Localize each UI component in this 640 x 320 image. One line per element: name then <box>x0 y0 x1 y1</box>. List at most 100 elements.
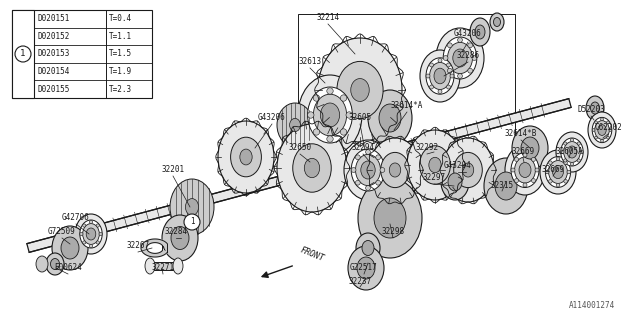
Ellipse shape <box>304 158 320 178</box>
Text: 32267: 32267 <box>127 242 150 251</box>
Ellipse shape <box>52 226 88 270</box>
Text: A114001274: A114001274 <box>569 301 615 310</box>
Ellipse shape <box>356 155 380 186</box>
Circle shape <box>577 159 580 162</box>
Circle shape <box>351 168 356 172</box>
Circle shape <box>458 74 462 78</box>
Ellipse shape <box>170 179 214 235</box>
Ellipse shape <box>407 130 463 200</box>
Circle shape <box>447 85 451 89</box>
Text: T=2.3: T=2.3 <box>109 85 132 94</box>
Ellipse shape <box>505 145 545 195</box>
Text: 32286: 32286 <box>456 52 479 60</box>
Circle shape <box>444 56 448 60</box>
Circle shape <box>564 180 568 183</box>
Circle shape <box>90 244 93 248</box>
Ellipse shape <box>545 156 571 188</box>
Circle shape <box>600 140 604 142</box>
Circle shape <box>564 161 568 164</box>
Circle shape <box>340 129 347 135</box>
Circle shape <box>355 155 360 160</box>
Text: 32284: 32284 <box>164 228 188 236</box>
Ellipse shape <box>46 253 64 275</box>
Polygon shape <box>141 239 168 257</box>
Circle shape <box>570 163 573 166</box>
Text: D020151: D020151 <box>37 14 69 23</box>
Ellipse shape <box>434 68 446 84</box>
Ellipse shape <box>369 138 421 202</box>
Ellipse shape <box>51 259 60 269</box>
Ellipse shape <box>162 215 198 261</box>
Circle shape <box>580 150 583 154</box>
Text: 32271: 32271 <box>152 263 175 273</box>
Ellipse shape <box>564 141 580 163</box>
Circle shape <box>313 95 319 101</box>
Circle shape <box>531 157 536 161</box>
Circle shape <box>365 186 371 190</box>
Text: FRONT: FRONT <box>299 245 326 263</box>
Circle shape <box>438 90 442 93</box>
Ellipse shape <box>443 37 477 79</box>
Ellipse shape <box>368 90 412 146</box>
Circle shape <box>327 88 333 94</box>
Ellipse shape <box>495 172 517 200</box>
Text: T=1.9: T=1.9 <box>109 67 132 76</box>
Circle shape <box>426 74 430 78</box>
Circle shape <box>523 153 527 157</box>
Circle shape <box>83 224 86 227</box>
Circle shape <box>438 58 442 62</box>
Circle shape <box>96 241 99 244</box>
Text: 32292: 32292 <box>415 143 438 153</box>
Circle shape <box>83 241 86 244</box>
Circle shape <box>468 68 472 73</box>
Ellipse shape <box>36 256 48 272</box>
Text: G43206: G43206 <box>454 29 482 38</box>
Circle shape <box>96 224 99 227</box>
Ellipse shape <box>484 158 528 214</box>
Ellipse shape <box>374 198 406 238</box>
Ellipse shape <box>356 233 380 263</box>
Circle shape <box>447 63 451 67</box>
Ellipse shape <box>351 78 369 101</box>
Text: 32605: 32605 <box>348 114 372 123</box>
Ellipse shape <box>552 165 563 179</box>
Circle shape <box>548 161 552 164</box>
Ellipse shape <box>453 49 467 67</box>
Text: G22517: G22517 <box>350 263 378 273</box>
Text: D020152: D020152 <box>37 32 69 41</box>
Ellipse shape <box>290 118 300 132</box>
Text: 32201: 32201 <box>161 165 184 174</box>
Circle shape <box>355 180 360 185</box>
Text: D020154: D020154 <box>37 67 69 76</box>
Ellipse shape <box>277 103 313 147</box>
Text: 32294: 32294 <box>351 143 374 153</box>
Ellipse shape <box>362 241 374 255</box>
Ellipse shape <box>186 199 198 215</box>
Ellipse shape <box>361 161 375 179</box>
Circle shape <box>99 232 102 236</box>
Circle shape <box>447 68 452 73</box>
Circle shape <box>308 112 314 118</box>
Circle shape <box>429 63 433 67</box>
Ellipse shape <box>314 94 347 136</box>
Text: G42706: G42706 <box>62 213 90 222</box>
Ellipse shape <box>381 152 410 188</box>
Ellipse shape <box>442 138 494 202</box>
Text: 32669: 32669 <box>541 165 564 174</box>
Ellipse shape <box>357 257 375 279</box>
Text: 32614*B: 32614*B <box>505 130 537 139</box>
Text: 32315: 32315 <box>490 180 513 189</box>
Text: 32214: 32214 <box>316 13 340 22</box>
Text: 32614*A: 32614*A <box>391 101 423 110</box>
Circle shape <box>548 180 552 183</box>
Circle shape <box>80 232 83 236</box>
Ellipse shape <box>448 173 462 191</box>
Ellipse shape <box>441 164 469 200</box>
Circle shape <box>567 170 571 174</box>
Text: 1: 1 <box>20 50 26 59</box>
Ellipse shape <box>145 258 155 274</box>
Ellipse shape <box>567 146 577 158</box>
Ellipse shape <box>75 214 107 254</box>
Text: E00624: E00624 <box>54 263 82 273</box>
Ellipse shape <box>86 228 96 240</box>
